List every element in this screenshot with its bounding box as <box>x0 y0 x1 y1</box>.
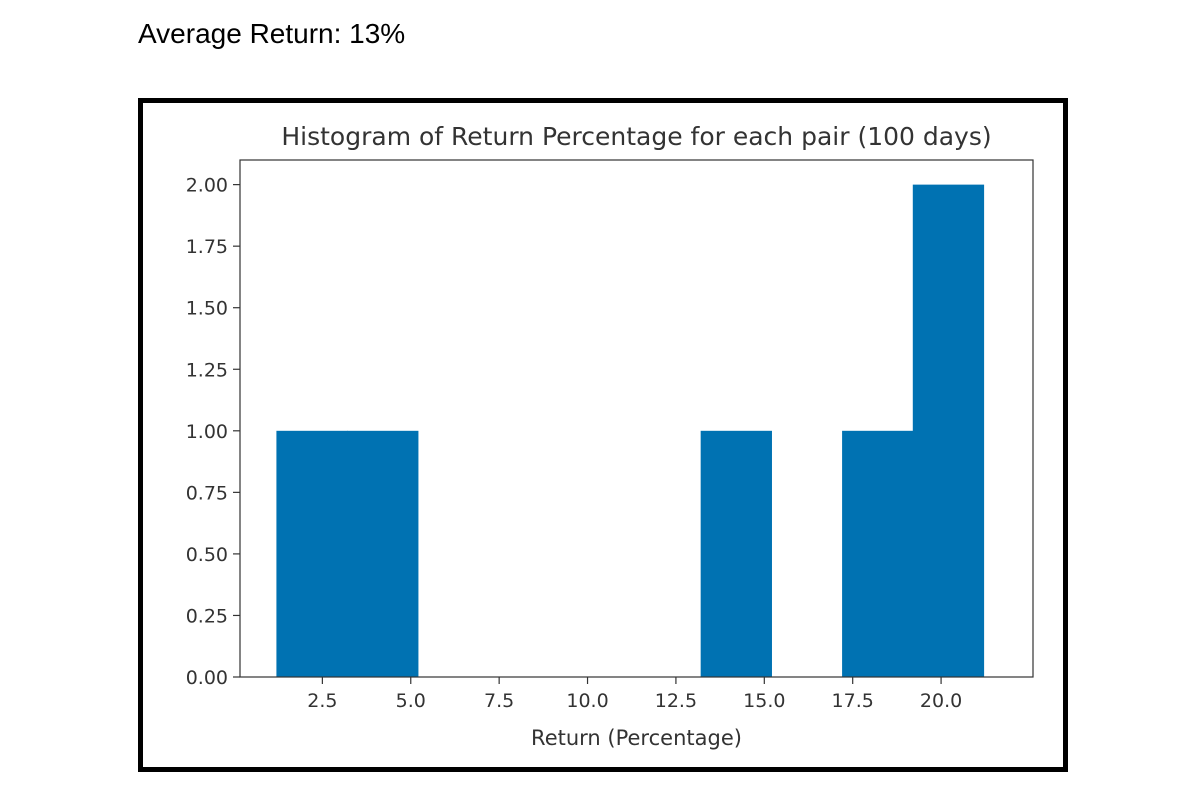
y-tick-label: 0.25 <box>186 605 228 627</box>
x-tick-label: 12.5 <box>655 690 697 712</box>
histogram-chart: Histogram of Return Percentage for each … <box>186 122 1034 750</box>
chart-frame: Histogram of Return Percentage for each … <box>138 98 1068 772</box>
y-tick-label: 0.75 <box>186 482 228 504</box>
y-tick-label: 0.50 <box>186 544 228 566</box>
bars-layer <box>276 184 985 677</box>
plot-area-border <box>239 159 1034 678</box>
histogram-bar-6 <box>700 430 772 677</box>
y-tick-label: 1.00 <box>186 421 228 443</box>
y-tick-label: 2.00 <box>186 175 228 197</box>
y-tick-label: 1.25 <box>186 359 228 381</box>
histogram-bar-0 <box>276 430 348 677</box>
y-tick-label: 1.50 <box>186 298 228 320</box>
x-tick-label: 17.5 <box>832 690 874 712</box>
y-axis-ticks: 0.00 0.25 0.50 0.75 1.00 1.25 1.50 1.75 2.00 <box>186 175 240 689</box>
histogram-bar-8 <box>842 430 914 677</box>
y-tick-label: 1.75 <box>186 236 228 258</box>
x-tick-label: 10.0 <box>566 690 608 712</box>
average-return-text: Average Return: 13% <box>138 18 406 49</box>
histogram-bar-9 <box>912 184 985 677</box>
x-tick-label: 15.0 <box>743 690 785 712</box>
x-tick-label: 5.0 <box>396 690 426 712</box>
x-axis-ticks: 2.5 5.0 7.5 10.0 12.5 15.0 17.5 20.0 <box>307 677 962 712</box>
x-tick-label: 2.5 <box>307 690 337 712</box>
chart-title: Histogram of Return Percentage for each … <box>281 122 991 151</box>
histogram-bar-1 <box>347 430 419 677</box>
x-axis-label: Return (Percentage) <box>531 726 742 750</box>
y-tick-label: 0.00 <box>186 667 228 689</box>
x-tick-label: 20.0 <box>920 690 962 712</box>
x-tick-label: 7.5 <box>484 690 514 712</box>
